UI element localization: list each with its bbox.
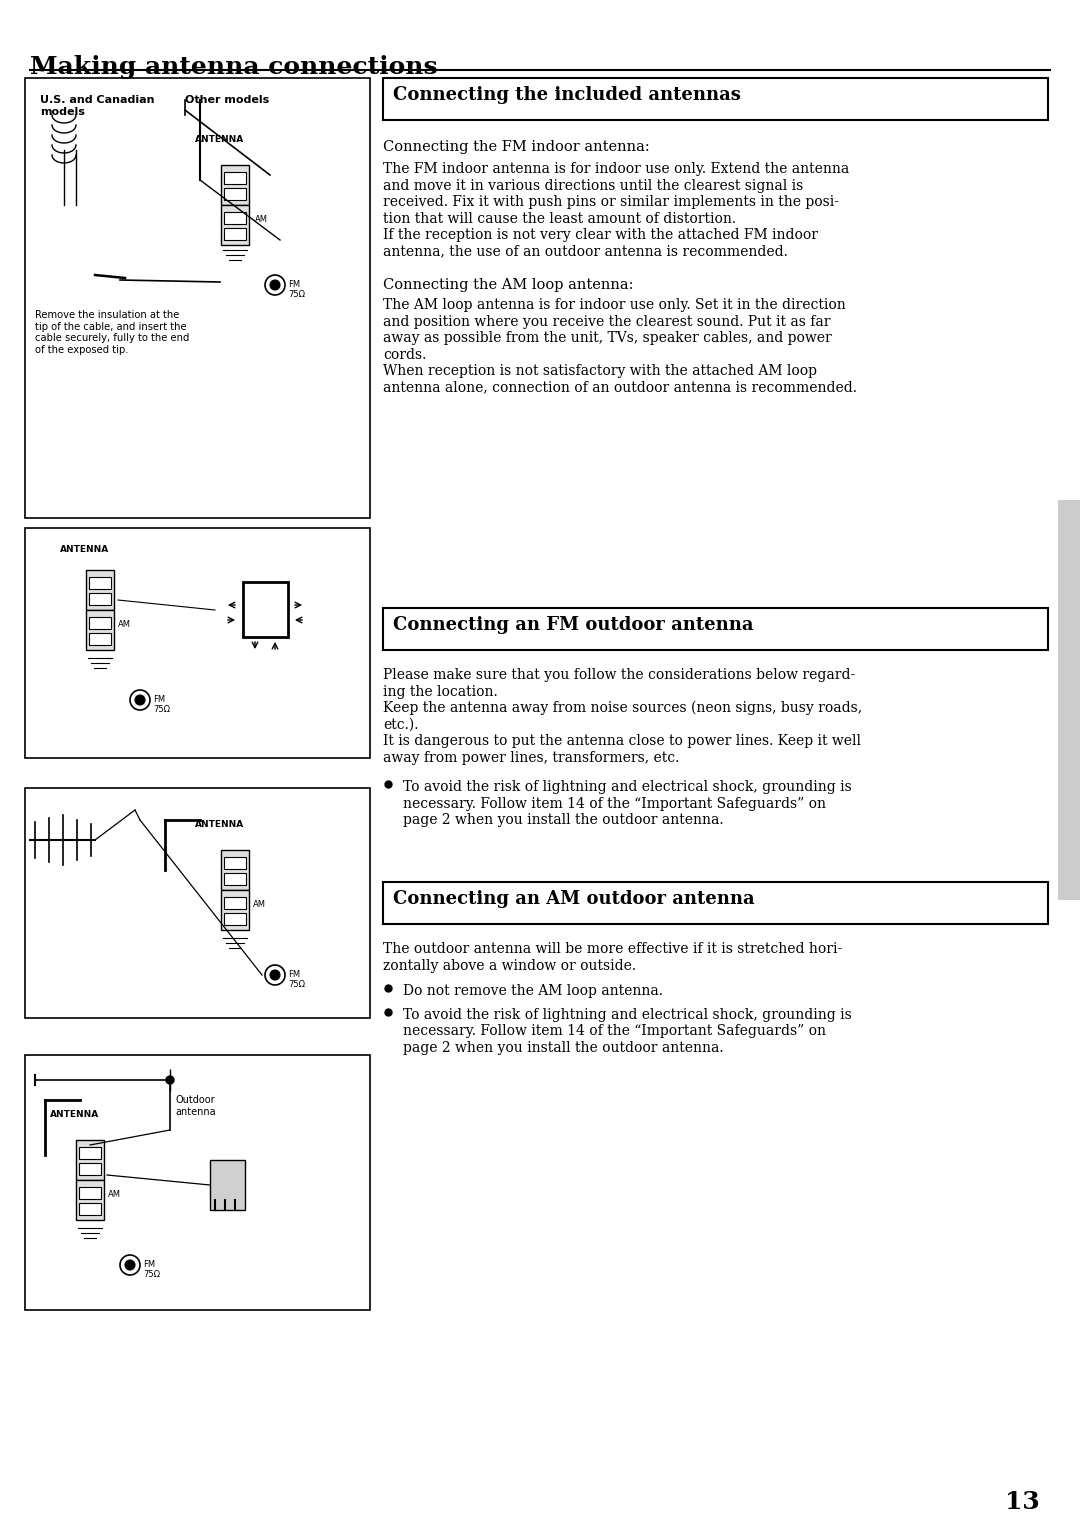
Bar <box>79 1203 102 1215</box>
Text: The FM indoor antenna is for indoor use only. Extend the antenna: The FM indoor antenna is for indoor use … <box>383 162 849 176</box>
Text: The outdoor antenna will be more effective if it is stretched hori-: The outdoor antenna will be more effecti… <box>383 941 842 957</box>
Bar <box>383 608 1048 649</box>
Text: ANTENNA: ANTENNA <box>195 821 244 830</box>
Text: Making antenna connections: Making antenna connections <box>30 55 437 79</box>
Bar <box>79 1163 102 1175</box>
Bar <box>224 212 246 225</box>
Bar <box>243 582 288 637</box>
Text: AM: AM <box>255 215 268 225</box>
Bar <box>221 889 249 931</box>
Text: Connecting the included antennas: Connecting the included antennas <box>393 86 741 104</box>
Text: When reception is not satisfactory with the attached AM loop: When reception is not satisfactory with … <box>383 364 816 377</box>
Text: zontally above a window or outside.: zontally above a window or outside. <box>383 958 636 972</box>
Bar <box>224 173 246 183</box>
Text: Do not remove the AM loop antenna.: Do not remove the AM loop antenna. <box>403 984 663 998</box>
Text: etc.).: etc.). <box>383 718 419 732</box>
Text: Connecting an FM outdoor antenna: Connecting an FM outdoor antenna <box>393 616 754 634</box>
Circle shape <box>135 695 145 704</box>
Text: ANTENNA: ANTENNA <box>50 1109 99 1118</box>
Text: FM
75Ω: FM 75Ω <box>288 970 305 990</box>
Text: AM: AM <box>108 1190 121 1199</box>
Text: To avoid the risk of lightning and electrical shock, grounding is: To avoid the risk of lightning and elect… <box>403 779 852 795</box>
Bar <box>25 1054 370 1309</box>
Text: The AM loop antenna is for indoor use only. Set it in the direction: The AM loop antenna is for indoor use on… <box>383 298 846 312</box>
Text: Remove the insulation at the
tip of the cable, and insert the
cable securely, fu: Remove the insulation at the tip of the … <box>35 310 189 354</box>
Circle shape <box>270 970 280 979</box>
Bar <box>224 857 246 869</box>
Text: Connecting the AM loop antenna:: Connecting the AM loop antenna: <box>383 278 634 292</box>
Text: AM: AM <box>118 620 131 630</box>
Bar <box>224 914 246 924</box>
Text: AM: AM <box>253 900 266 909</box>
Bar <box>224 872 246 885</box>
Bar <box>79 1148 102 1160</box>
Bar <box>79 1187 102 1199</box>
Bar <box>224 228 246 240</box>
Circle shape <box>120 1254 140 1274</box>
Bar <box>224 897 246 909</box>
Circle shape <box>125 1261 135 1270</box>
Text: Keep the antenna away from noise sources (neon signs, busy roads,: Keep the antenna away from noise sources… <box>383 701 862 715</box>
Text: necessary. Follow item 14 of the “Important Safeguards” on: necessary. Follow item 14 of the “Import… <box>403 796 826 810</box>
Text: page 2 when you install the outdoor antenna.: page 2 when you install the outdoor ante… <box>403 1041 724 1054</box>
Text: It is dangerous to put the antenna close to power lines. Keep it well: It is dangerous to put the antenna close… <box>383 733 861 749</box>
Circle shape <box>166 1076 174 1083</box>
Text: FM
75Ω: FM 75Ω <box>288 280 305 299</box>
Bar <box>221 850 249 889</box>
Text: FM
75Ω: FM 75Ω <box>143 1261 160 1279</box>
Circle shape <box>265 275 285 295</box>
Bar <box>25 78 370 518</box>
Text: FM
75Ω: FM 75Ω <box>153 695 170 715</box>
Bar <box>383 78 1048 121</box>
Bar <box>89 593 111 605</box>
Bar <box>76 1140 104 1180</box>
Bar <box>224 188 246 200</box>
Bar <box>221 165 249 205</box>
Text: cords.: cords. <box>383 347 427 362</box>
Text: tion that will cause the least amount of distortion.: tion that will cause the least amount of… <box>383 211 737 226</box>
Bar <box>25 529 370 758</box>
Text: and move it in various directions until the clearest signal is: and move it in various directions until … <box>383 179 804 193</box>
Text: If the reception is not very clear with the attached FM indoor: If the reception is not very clear with … <box>383 228 818 241</box>
Bar <box>1058 500 1080 900</box>
Text: Connecting the FM indoor antenna:: Connecting the FM indoor antenna: <box>383 141 650 154</box>
Text: necessary. Follow item 14 of the “Important Safeguards” on: necessary. Follow item 14 of the “Import… <box>403 1024 826 1039</box>
Circle shape <box>265 966 285 986</box>
Bar <box>89 633 111 645</box>
Text: page 2 when you install the outdoor antenna.: page 2 when you install the outdoor ante… <box>403 813 724 827</box>
Bar <box>86 570 114 610</box>
Text: and position where you receive the clearest sound. Put it as far: and position where you receive the clear… <box>383 315 831 329</box>
Text: away from power lines, transformers, etc.: away from power lines, transformers, etc… <box>383 750 679 764</box>
Text: Please make sure that you follow the considerations below regard-: Please make sure that you follow the con… <box>383 668 855 681</box>
Text: antenna, the use of an outdoor antenna is recommended.: antenna, the use of an outdoor antenna i… <box>383 244 788 258</box>
Text: ing the location.: ing the location. <box>383 685 498 698</box>
Text: Outdoor
antenna: Outdoor antenna <box>175 1096 216 1117</box>
Bar <box>89 578 111 588</box>
Text: U.S. and Canadian
models: U.S. and Canadian models <box>40 95 154 116</box>
Bar <box>89 617 111 630</box>
Circle shape <box>130 691 150 711</box>
Bar <box>210 1160 245 1210</box>
Text: received. Fix it with push pins or similar implements in the posi-: received. Fix it with push pins or simil… <box>383 196 839 209</box>
Bar <box>76 1180 104 1219</box>
Text: away as possible from the unit, TVs, speaker cables, and power: away as possible from the unit, TVs, spe… <box>383 332 832 345</box>
Text: 13: 13 <box>1005 1490 1040 1514</box>
Text: antenna alone, connection of an outdoor antenna is recommended.: antenna alone, connection of an outdoor … <box>383 380 858 394</box>
Text: Other models: Other models <box>185 95 269 105</box>
Text: Connecting an AM outdoor antenna: Connecting an AM outdoor antenna <box>393 889 755 908</box>
Bar <box>86 610 114 649</box>
Circle shape <box>270 280 280 290</box>
Text: ANTENNA: ANTENNA <box>195 134 244 144</box>
Bar <box>25 788 370 1018</box>
Text: To avoid the risk of lightning and electrical shock, grounding is: To avoid the risk of lightning and elect… <box>403 1008 852 1022</box>
Text: ANTENNA: ANTENNA <box>60 545 109 555</box>
Bar <box>383 882 1048 924</box>
Bar <box>221 205 249 244</box>
